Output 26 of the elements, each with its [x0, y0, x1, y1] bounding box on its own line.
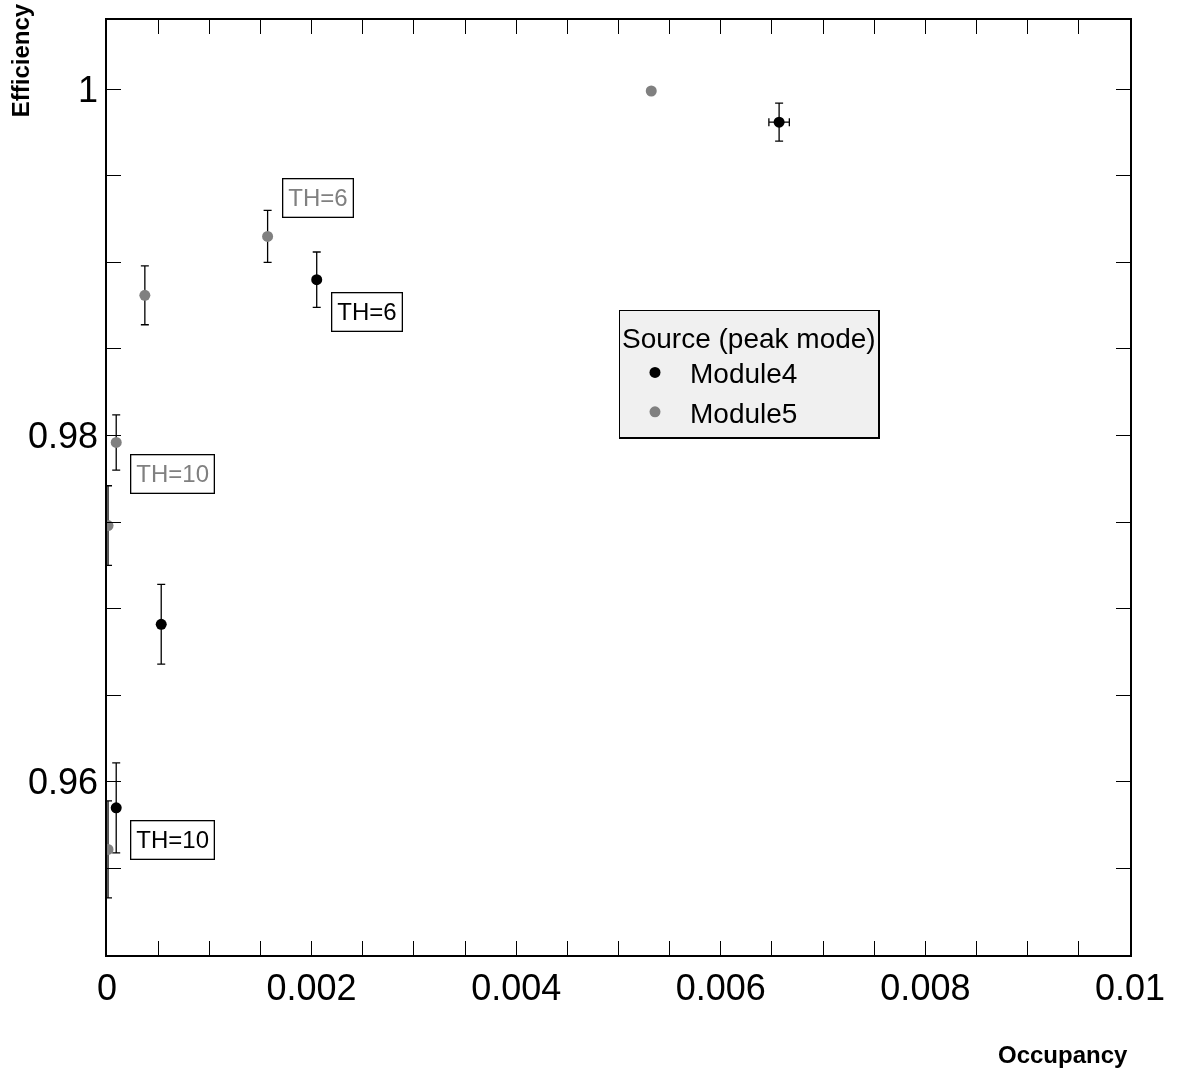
annotation: TH=6 [337, 298, 397, 326]
legend-label: Module5 [690, 397, 798, 429]
x-tick-label: 0.004 [471, 966, 562, 1008]
annotation: TH=6 [288, 184, 348, 212]
x-tick-label: 0.002 [266, 966, 357, 1008]
x-tick-label: 0.01 [1094, 966, 1166, 1008]
y-tick-label: 0.98 [27, 415, 99, 457]
x-tick-label: 0.008 [880, 966, 971, 1008]
y-axis-title: Efficiency [6, 3, 34, 118]
point [155, 618, 167, 630]
point [311, 274, 323, 286]
x-tick-label: 0 [96, 966, 118, 1008]
annotation: TH=10 [136, 826, 209, 854]
legend-label: Module4 [690, 358, 798, 390]
point [139, 289, 151, 301]
annotation: TH=10 [136, 460, 209, 488]
y-tick-label: 0.96 [27, 761, 99, 803]
point [110, 802, 122, 814]
legend-title: Source (peak mode) [622, 322, 876, 354]
x-axis-title: Occupancy [998, 1041, 1129, 1068]
point [110, 436, 122, 448]
point [773, 116, 785, 128]
y-tick-label: 1 [78, 68, 99, 110]
point [645, 85, 657, 97]
x-tick-label: 0.006 [675, 966, 766, 1008]
point [262, 230, 274, 242]
